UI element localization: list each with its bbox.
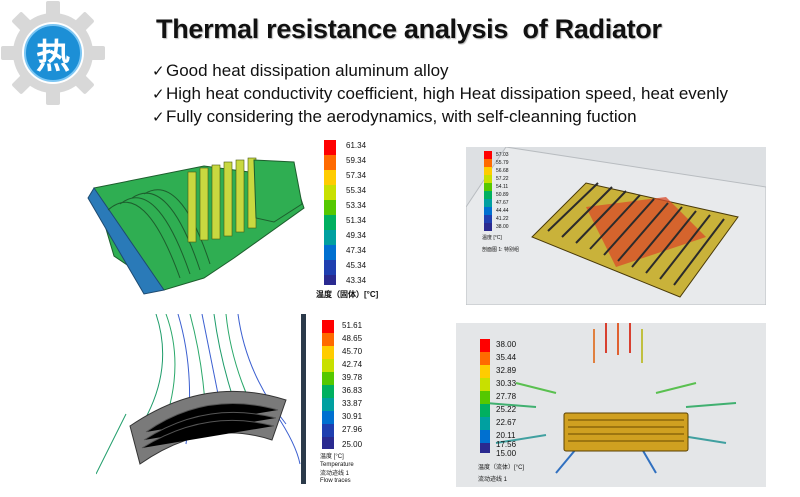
scale-unit: 温度（流体）[°C] [478, 463, 524, 471]
simulation-image-cut-plot: 57.03 55.79 56.68 57.22 54.11 50.89 47.6… [466, 147, 766, 305]
scale-label: 22.67 [496, 418, 517, 427]
scale-label: 57.34 [346, 171, 367, 180]
feature-text: Fully considering the aerodynamics, with… [166, 107, 637, 126]
scale-unit: 温度（固体）[°C] [316, 289, 379, 299]
scale-unit-en: Temperature [320, 462, 354, 468]
scale-label: 30.33 [496, 379, 517, 388]
scale-label: 43.34 [346, 276, 367, 285]
scale-label: 56.68 [496, 168, 509, 174]
scale-label: 35.44 [496, 353, 517, 362]
scale-label: 45.70 [342, 347, 363, 356]
plot-caption: 流动迹线 1 [478, 475, 508, 483]
scale-label: 50.89 [496, 192, 509, 198]
scale-label: 51.34 [346, 216, 367, 225]
scale-label: 27.78 [496, 392, 517, 401]
color-scale: 51.61 48.65 45.70 42.74 39.78 36.83 33.8… [320, 320, 363, 484]
scale-label: 44.44 [496, 208, 509, 214]
check-icon: ✓ [152, 109, 165, 126]
plot-caption: 流动迹线 1 [320, 469, 350, 477]
scale-label: 47.67 [496, 200, 509, 206]
scale-label: 55.34 [346, 186, 367, 195]
feature-text: Good heat dissipation aluminum alloy [166, 61, 449, 80]
feature-item: ✓High heat conductivity coefficient, hig… [152, 83, 728, 106]
scale-label: 48.65 [342, 334, 363, 343]
scale-label: 36.83 [342, 386, 363, 395]
scale-label: 57.03 [496, 152, 509, 158]
color-scale: 57.03 55.79 56.68 57.22 54.11 50.89 47.6… [482, 151, 519, 253]
scale-label: 38.00 [496, 340, 517, 349]
scale-label: 27.96 [342, 425, 363, 434]
scale-label: 38.00 [496, 224, 509, 230]
check-icon: ✓ [152, 86, 165, 103]
scale-label: 54.11 [496, 184, 508, 190]
feature-list: ✓Good heat dissipation aluminum alloy ✓H… [152, 60, 728, 129]
check-icon: ✓ [152, 63, 165, 80]
gear-icon [1, 1, 105, 105]
scale-label: 47.34 [346, 246, 367, 255]
scale-label: 41.22 [496, 216, 509, 222]
scale-label: 59.34 [346, 156, 367, 165]
scale-label: 39.78 [342, 373, 363, 382]
scale-label: 45.34 [346, 261, 367, 270]
scale-label: 42.74 [342, 360, 363, 369]
scale-label: 32.89 [496, 366, 517, 375]
scale-label: 33.87 [342, 399, 363, 408]
plot-caption: 剖面图 1: 特别组 [482, 246, 519, 253]
scale-label: 49.34 [346, 231, 367, 240]
scale-label: 53.34 [346, 201, 367, 210]
scale-label: 25.00 [342, 440, 363, 449]
scale-label: 55.79 [496, 160, 509, 166]
scale-label: 17.56 [496, 440, 517, 449]
gear-badge: 热 [0, 0, 106, 106]
scale-label: 51.61 [342, 321, 363, 330]
page-title: Thermal resistance analysis of Radiator [156, 14, 662, 44]
simulation-image-solid-temperature: 61.34 59.34 57.34 55.34 53.34 51.34 49.3… [84, 138, 400, 300]
scale-unit: 温度 [°C] [482, 234, 502, 241]
scale-label: 25.22 [496, 405, 517, 414]
scale-label: 61.34 [346, 141, 367, 150]
feature-item: ✓Fully considering the aerodynamics, wit… [152, 106, 728, 129]
feature-item: ✓Good heat dissipation aluminum alloy [152, 60, 728, 83]
color-scale: 38.00 35.44 32.89 30.33 27.78 25.22 22.6… [478, 339, 524, 483]
scale-unit: 温度 [°C] [320, 452, 344, 460]
badge-character: 热 [36, 36, 70, 77]
scale-label: 20.11 [496, 431, 516, 440]
plot-caption-en: Flow traces [320, 478, 351, 484]
feature-text: High heat conductivity coefficient, high… [166, 84, 728, 103]
simulation-image-flow-traces: 51.61 48.65 45.70 42.74 39.78 36.83 33.8… [96, 314, 404, 484]
simulation-image-fluid-temperature: 38.00 35.44 32.89 30.33 27.78 25.22 22.6… [456, 323, 766, 487]
color-scale: 61.34 59.34 57.34 55.34 53.34 51.34 49.3… [316, 140, 379, 299]
scale-label: 15.00 [496, 449, 517, 458]
scale-label: 30.91 [342, 412, 363, 421]
scale-label: 57.22 [496, 176, 509, 182]
